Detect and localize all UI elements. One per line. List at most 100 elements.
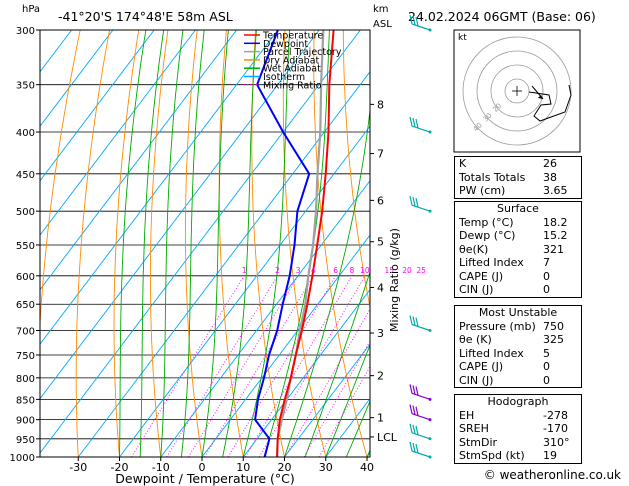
wind-barb [409,384,432,401]
mixing-ratio-line [244,275,353,457]
hodograph-ring-label: 40 [472,121,484,133]
table-row-label: Pressure (mb) [459,319,536,333]
mixing-ratio-label: 20 [402,266,412,275]
mixing-ratio-label: 1 [242,266,247,275]
legend-item-label: Parcel Trajectory [263,47,342,58]
mixing-ratio-label: 8 [350,266,355,275]
mixing-ratio-label: 25 [416,266,426,275]
pressure-tick-label: 400 [16,128,35,139]
pressure-tick-label: 800 [16,374,35,385]
wet-adiabat-line [284,105,370,457]
x-axis-label: Dewpoint / Temperature (°C) [115,471,294,486]
dry-adiabat-line [75,30,110,457]
altitude-tick-label: 3 [377,327,384,340]
table-row-label: StmSpd (kt) [459,449,525,462]
table-row: CIN (J) 0 [455,374,581,388]
mixing-ratio-label: 2 [275,266,280,275]
dry-adiabat-line [606,30,629,457]
table-row: θe(K) 321 [455,243,581,257]
pressure-tick-label: 300 [16,26,35,37]
parcel-trajectory-line [276,30,325,457]
date-title: 24.02.2024 06GMT (Base: 06) [408,9,596,24]
table-row: SREH -170 [455,422,581,436]
table-row-value: 325 [543,333,564,346]
table-row-value: -278 [543,408,568,422]
table-row-label: CAPE (J) [459,360,504,373]
table-row-label: K [459,157,467,170]
wet-adiabat-line [242,30,291,457]
hpa-label: hPa [22,4,40,15]
table-row-label: Temp (°C) [459,215,514,229]
table-row-label: Lifted Index [459,346,524,360]
temperature-tick-label: 10 [236,461,250,474]
table-row-value: 0 [543,373,550,387]
wet-adiabat-line [180,30,205,457]
table-row-label: CIN (J) [459,283,494,296]
table-row-label: θe (K) [459,333,492,346]
wet-adiabat-line [201,30,229,457]
mixing-ratio-label: 4 [311,266,316,275]
pressure-tick-label: 750 [16,351,35,362]
table-row-value: 3.65 [543,184,568,197]
isotherm-line [119,125,370,457]
pressure-tick-label: 500 [16,207,35,218]
dry-adiabat-line [40,30,81,330]
wet-adiabat-line [119,30,147,457]
isotherm-line [40,30,155,182]
wet-adiabat-line [345,400,370,457]
pressure-tick-label: 600 [16,272,35,283]
hodograph-trace [528,84,572,122]
table-row-value: 0 [543,269,550,283]
table-row-value: 310° [543,435,570,449]
table-row-value: -170 [543,422,568,435]
hodograph-ring [490,64,544,118]
mixing-ratio-label: 3 [296,266,301,275]
table-row: EH -278 [455,409,581,423]
dry-adiabat-line [113,30,140,457]
wet-adiabat-line [139,30,165,457]
table-row-value: 15.2 [543,229,568,242]
most-unstable-table: Most Unstable Pressure (mb) 750 θe (K) 325 Li… [454,305,582,388]
storm-motion-arrowhead [538,95,543,99]
hodograph-ring [476,50,558,132]
plot-frame [39,29,371,458]
isotherm-line [40,30,320,400]
hodograph-kt-label: kt [458,33,467,43]
isotherm-line [40,30,361,454]
table-title: Hodograph [487,395,549,408]
mixing-ratio-line [130,275,245,457]
table-row: CAPE (J) 0 [455,270,581,284]
table-row-value: 321 [543,242,564,256]
table-row-label: PW (cm) [459,184,506,197]
altitude-tick-label: 4 [377,281,384,294]
isotherm-line [77,71,370,457]
dry-adiabat-line [218,30,244,457]
temperature-tick-label: 40 [360,461,374,474]
table-row: K 26 [455,157,581,171]
temperature-tick-label: -20 [111,461,129,474]
legend-item-label: Dewpoint [263,39,308,50]
mixing-ratio-line [188,275,299,457]
altitude-tick-label: 7 [377,148,384,161]
table-row-value: 0 [543,283,550,296]
wind-barb [409,404,432,422]
wind-barb [409,116,432,134]
temperature-tick-label: 0 [199,461,206,474]
table-row: Lifted Index 7 [455,256,581,270]
altitude-tick-label: 1 [377,412,384,425]
table-row-label: SREH [459,422,489,435]
legend-item-label: Isotherm [263,72,305,83]
pressure-tick-label: 450 [16,170,35,181]
location-title: -41°20'S 174°48'E 58m ASL [58,9,233,24]
table-row-value: 19 [543,449,557,462]
mixing-ratio-label: 15 [384,266,394,275]
wet-adiabat-line [304,270,370,457]
legend-item-label: Wet Adiabat [263,64,321,75]
isotherm-line [160,179,370,457]
table-row-label: StmDir [459,435,498,449]
altitude-tick-label: 8 [377,98,384,111]
altitude-tick-label: LCL [377,431,398,444]
hodograph-ring-label: 20 [491,102,503,114]
mixing-ratio-line [204,275,314,457]
